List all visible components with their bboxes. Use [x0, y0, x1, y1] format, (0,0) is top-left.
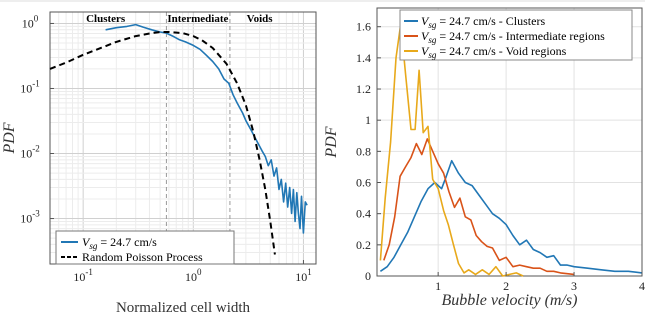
region-label: Intermediate	[167, 13, 228, 25]
y-tick-label: 10-3	[20, 209, 40, 226]
region-label: Clusters	[86, 13, 126, 25]
x-tick-label: 3	[571, 279, 577, 293]
y-tick-label: 0.4	[356, 207, 371, 221]
y-tick-label: 1.6	[356, 20, 371, 34]
x-tick-label: 10-1	[73, 267, 93, 284]
pdf-series-line	[379, 22, 524, 277]
y-tick-label: 10-2	[20, 144, 40, 161]
y-tick-label: 0	[365, 269, 371, 283]
x-axis-label: Normalized cell width	[116, 300, 251, 316]
legend-box	[55, 230, 235, 265]
y-axis-label: PDF	[1, 122, 18, 154]
pdf-series-line	[379, 159, 643, 274]
poisson-curve	[49, 31, 276, 255]
y-axis-label: PDF	[323, 126, 340, 158]
y-tick-label: 1.4	[356, 51, 371, 65]
x-tick-label: 2	[503, 279, 509, 293]
y-tick-label: 1	[365, 113, 371, 127]
bubble-velocity-pdf-chart: 1 2 3 4 0 0.2 0.4 0.6 0.8 1 1.2 1.4 1.6 Bubble veloci…	[323, 7, 645, 309]
plot-frame	[376, 7, 643, 277]
x-tick-label: 101	[295, 267, 312, 284]
legend-entry: Random Poisson Process	[82, 250, 203, 264]
x-tick-label: 100	[185, 267, 202, 284]
y-tick-label: 100	[22, 13, 39, 30]
legend-entry: Vsg = 24.7 cm/s - Void regions	[421, 44, 567, 60]
pdf-series-line	[383, 138, 575, 276]
y-tick-label: 1.2	[356, 82, 371, 96]
x-axis-label: Bubble velocity (m/s)	[442, 292, 578, 309]
x-tick-label: 4	[639, 279, 645, 293]
legend-box	[399, 9, 633, 61]
legend-entry: Vsg = 24.7 cm/s - Clusters	[421, 14, 545, 30]
legend-entry: Vsg = 24.7 cm/s	[82, 235, 157, 251]
y-tick-label: 0.6	[356, 176, 371, 190]
x-tick-label: 1	[435, 279, 441, 293]
y-tick-label: 10-1	[20, 78, 40, 95]
region-label: Voids	[247, 13, 274, 25]
y-tick-label: 0.2	[356, 238, 371, 252]
cell-width-pdf-chart: Clusters Intermediate Voids 10-1 100 101 100 10…	[1, 11, 317, 316]
legend-entry: Vsg = 24.7 cm/s - Intermediate regions	[421, 29, 605, 45]
y-tick-label: 0.8	[356, 144, 371, 158]
